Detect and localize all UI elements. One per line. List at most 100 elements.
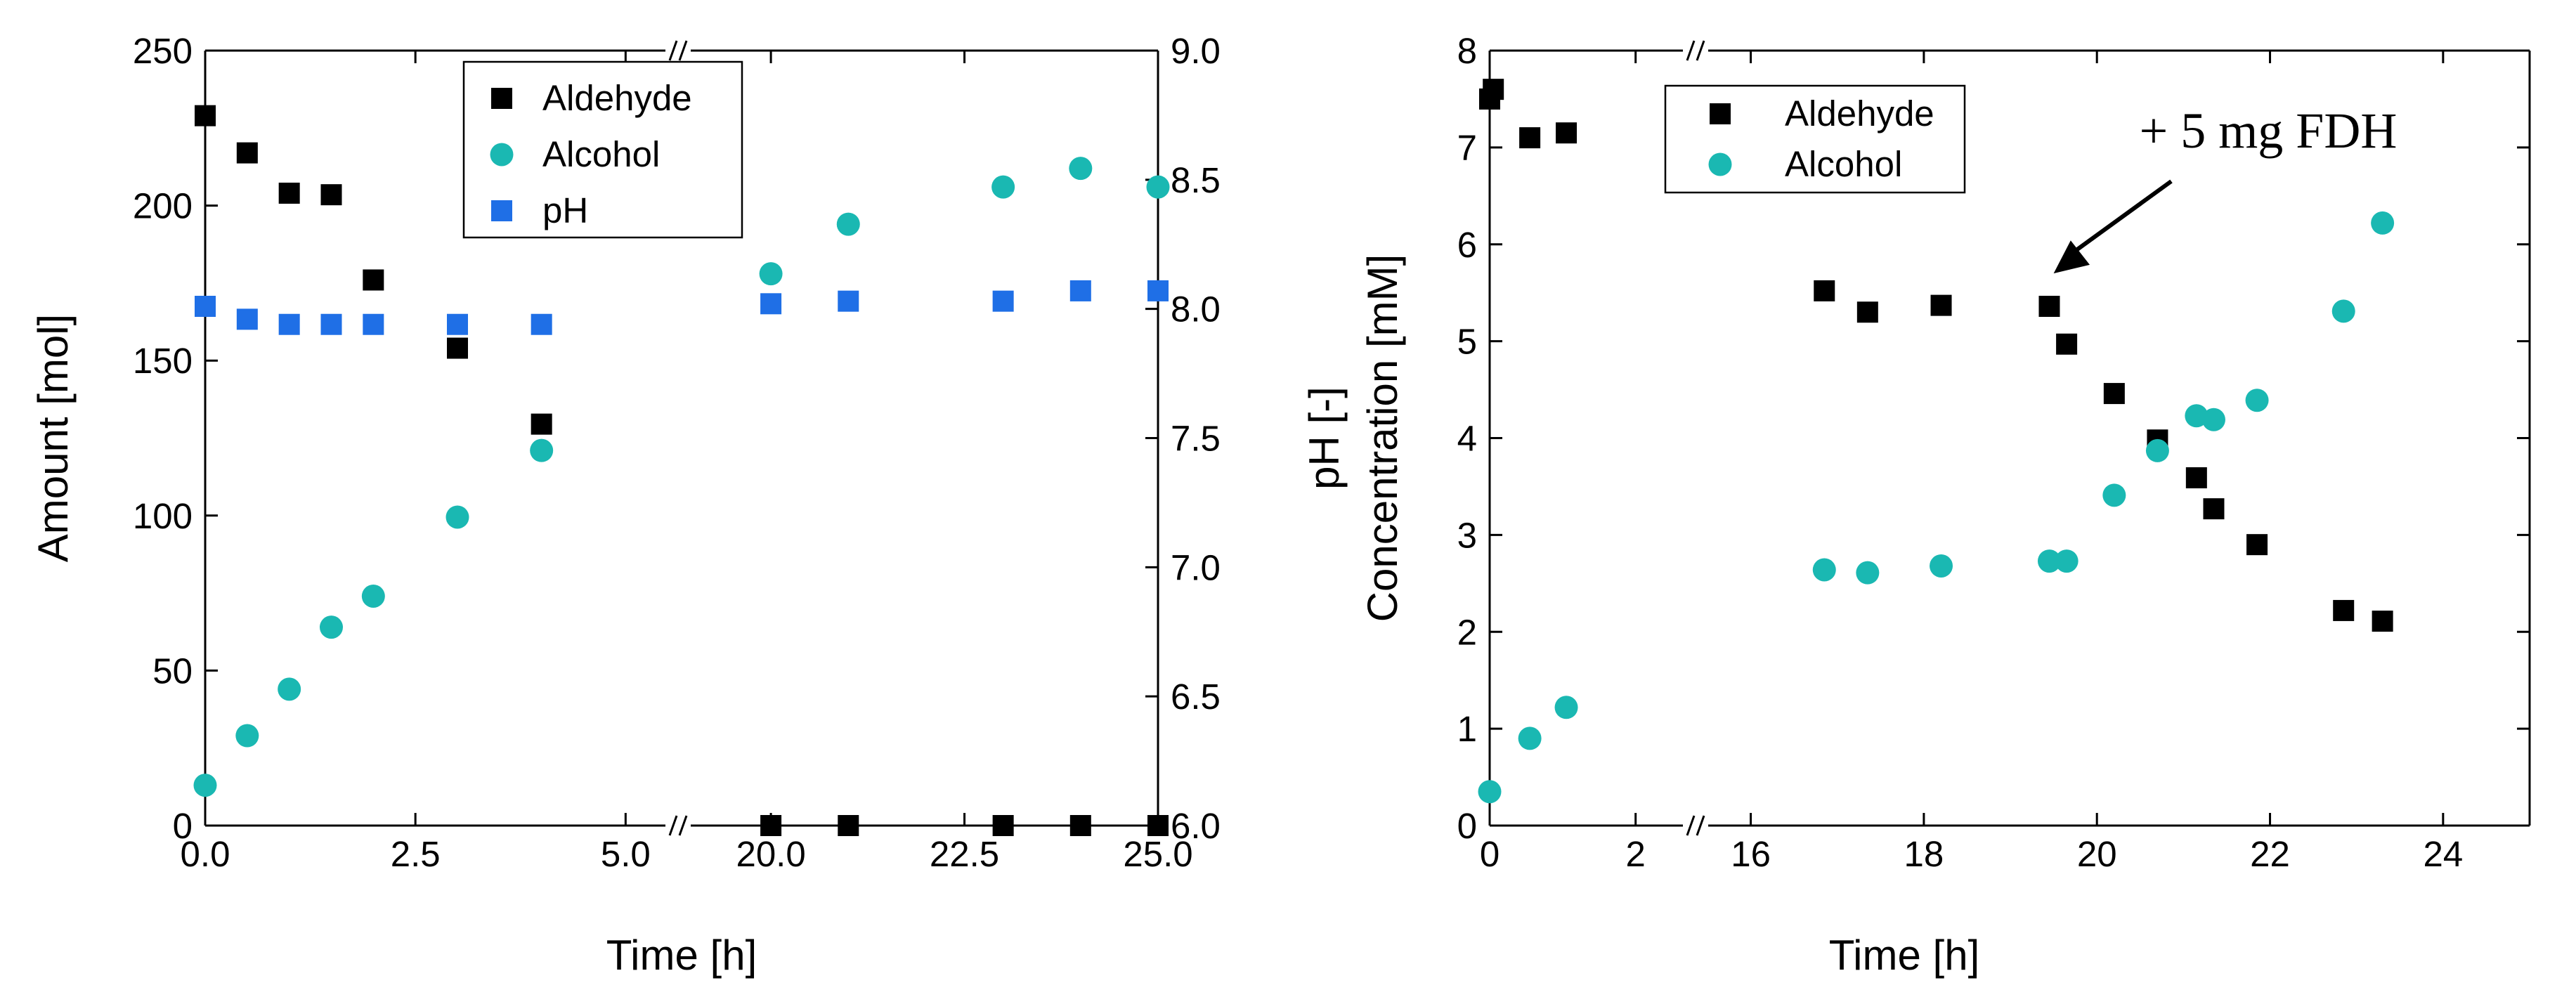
ph-point [236, 308, 258, 330]
aldehyde-point [2372, 611, 2393, 632]
y-tick-label: 200 [133, 186, 193, 226]
aldehyde-point [531, 413, 552, 435]
ph-point [363, 313, 384, 335]
aldehyde-point [363, 269, 384, 291]
legend-label: Aldehyde [1785, 93, 1934, 133]
ph-point [320, 313, 342, 335]
aldehyde-point [278, 182, 300, 204]
y-tick-label: 6 [1457, 225, 1477, 265]
ph-point [760, 293, 782, 315]
axis-break-mark [678, 40, 688, 61]
aldehyde-point [2056, 333, 2078, 355]
alcohol-point [320, 615, 343, 639]
chart-right: 0 1 2 3 4 5 6 7 8 0 2 16 18 20 22 24 Time [h] Concentrati… [1359, 31, 2531, 979]
aldehyde-point [236, 142, 258, 164]
y-tick-label: 150 [133, 341, 193, 381]
ph-point [1069, 280, 1091, 301]
y-tick-label: 0 [1457, 806, 1477, 846]
legend: Aldehyde Alcohol [1664, 84, 1966, 194]
aldehyde-point [1556, 122, 1578, 144]
y-tick-label: 50 [152, 651, 193, 691]
alcohol-point [361, 585, 385, 608]
alcohol-point [2201, 408, 2225, 431]
axis-break-mark [1686, 40, 1696, 61]
legend-label: Alcohol [542, 134, 660, 174]
x-tick-label: 20.0 [736, 834, 805, 874]
ph-point [278, 313, 300, 335]
x-tick-label: 2 [1626, 834, 1646, 874]
aldehyde-point [447, 337, 468, 359]
axis-break-mark [678, 815, 688, 836]
aldehyde-point [838, 815, 859, 836]
y-tick-label: 0 [173, 806, 193, 846]
alcohol-point [1069, 157, 1093, 181]
y2-tick-label: 8.5 [1171, 160, 1221, 200]
aldehyde-point [2246, 534, 2268, 556]
y-tick-label: 7 [1457, 128, 1477, 168]
legend-aldehyde-marker [1710, 103, 1731, 124]
y2-tick-label: 7.0 [1171, 547, 1221, 587]
alcohol-point [1554, 696, 1578, 719]
y2-tick-label: 6.5 [1171, 677, 1221, 717]
x-tick-label: 5.0 [601, 834, 651, 874]
legend-ph-marker [491, 200, 512, 221]
ph-point [531, 313, 552, 335]
alcohol-point [530, 438, 554, 462]
y-tick-label: 8 [1457, 31, 1477, 71]
x-tick-label: 22.5 [930, 834, 999, 874]
legend-alcohol-marker [490, 143, 514, 167]
y-tick-label: 5 [1457, 322, 1477, 362]
x-axis-title: Time [h] [606, 932, 757, 979]
alcohol-point [759, 262, 783, 286]
aldehyde-point [2203, 498, 2225, 520]
x-tick-label: 0.0 [181, 834, 230, 874]
legend-alcohol-marker [1708, 152, 1732, 176]
alcohol-point [2245, 389, 2269, 412]
alcohol-point [278, 677, 301, 701]
alcohol-point [1478, 780, 1502, 804]
legend-label: Aldehyde [542, 78, 692, 118]
x-tick-label: 0 [1480, 834, 1500, 874]
axis-break-mark [1696, 40, 1705, 61]
ph-point [992, 290, 1014, 312]
ph-point [838, 290, 859, 312]
annotation-arrow-head [2053, 240, 2090, 274]
alcohol-point [445, 505, 469, 529]
aldehyde-point [195, 105, 216, 126]
aldehyde-point [320, 184, 342, 206]
aldehyde-point [2333, 599, 2355, 621]
x-axis-title: Time [h] [1829, 932, 1979, 979]
y2-tick-label: 7.5 [1171, 419, 1221, 459]
y-tick-label: 1 [1457, 709, 1477, 749]
y2-tick-label: 8.0 [1171, 289, 1221, 330]
axis-break-mark [1686, 815, 1696, 836]
ph-point [195, 295, 216, 317]
aldehyde-point [1814, 280, 1835, 301]
alcohol-point [193, 774, 217, 797]
alcohol-point [2102, 483, 2126, 507]
aldehyde-point [992, 815, 1014, 836]
alcohol-point [2055, 549, 2079, 573]
x-tick-label: 16 [1731, 834, 1771, 874]
aldehyde-point [1930, 294, 1952, 316]
x-tick-label: 20 [2077, 834, 2117, 874]
aldehyde-point [1483, 79, 1504, 100]
y2-tick-label: 9.0 [1171, 31, 1221, 71]
alcohol-point [2145, 438, 2169, 462]
ph-point [447, 313, 468, 335]
annotation-text: + 5 mg FDH [2140, 103, 2398, 159]
axis-break-mark [668, 815, 678, 836]
alcohol-point [991, 175, 1015, 199]
x-tick-label: 22 [2250, 834, 2290, 874]
legend-aldehyde-marker [491, 88, 512, 109]
annotation-arrow-line [2071, 179, 2173, 254]
alcohol-point [2331, 299, 2355, 323]
y-tick-label: 3 [1457, 515, 1477, 555]
alcohol-point [1930, 554, 1953, 578]
x-tick-label: 24 [2423, 834, 2463, 874]
alcohol-point [1812, 558, 1836, 582]
legend-label: pH [542, 190, 588, 230]
x-tick-label: 18 [1904, 834, 1944, 874]
ph-point [1147, 280, 1169, 301]
alcohol-point [836, 212, 860, 236]
